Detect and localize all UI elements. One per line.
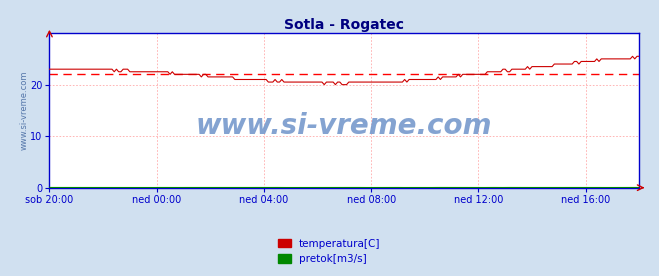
Title: Sotla - Rogatec: Sotla - Rogatec — [284, 18, 405, 32]
Text: www.si-vreme.com: www.si-vreme.com — [196, 112, 492, 140]
Legend: temperatura[C], pretok[m3/s]: temperatura[C], pretok[m3/s] — [274, 235, 385, 268]
Y-axis label: www.si-vreme.com: www.si-vreme.com — [20, 71, 29, 150]
